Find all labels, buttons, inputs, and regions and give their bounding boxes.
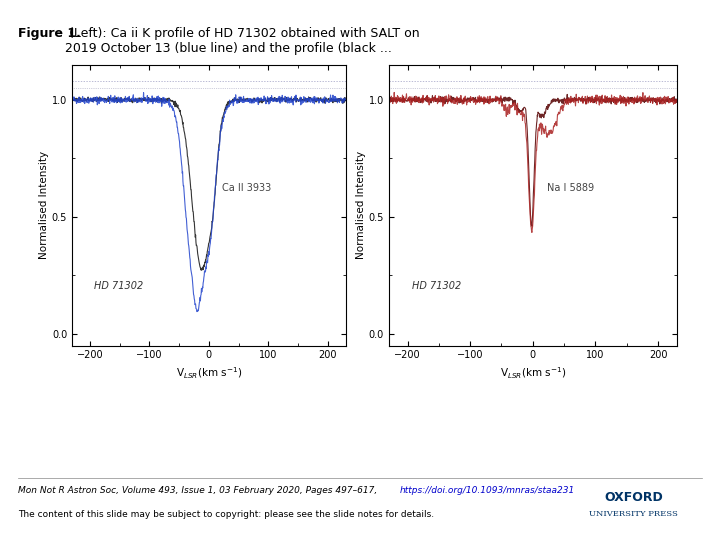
Text: https://doi.org/10.1093/mnras/staa231: https://doi.org/10.1093/mnras/staa231 (400, 486, 575, 495)
X-axis label: V$_{LSR}$(km s$^{-1}$): V$_{LSR}$(km s$^{-1}$) (176, 366, 242, 381)
Text: The content of this slide may be subject to copyright: please see the slide note: The content of this slide may be subject… (18, 510, 434, 519)
Text: (Left): Ca ii K profile of HD 71302 obtained with SALT on
2019 October 13 (blue : (Left): Ca ii K profile of HD 71302 obta… (65, 27, 420, 55)
Text: OXFORD: OXFORD (604, 491, 663, 504)
Text: Ca II 3933: Ca II 3933 (222, 183, 271, 193)
Y-axis label: Normalised Intensity: Normalised Intensity (39, 151, 49, 259)
Text: HD 71302: HD 71302 (412, 281, 461, 292)
Text: Na I 5889: Na I 5889 (547, 183, 594, 193)
Text: UNIVERSITY PRESS: UNIVERSITY PRESS (589, 510, 678, 518)
Text: Figure 1.: Figure 1. (18, 27, 81, 40)
Text: Mon Not R Astron Soc, Volume 493, Issue 1, 03 February 2020, Pages 497–617,: Mon Not R Astron Soc, Volume 493, Issue … (18, 486, 380, 495)
Y-axis label: Normalised Intensity: Normalised Intensity (356, 151, 366, 259)
Text: HD 71302: HD 71302 (94, 281, 143, 292)
X-axis label: V$_{LSR}$(km s$^{-1}$): V$_{LSR}$(km s$^{-1}$) (500, 366, 566, 381)
